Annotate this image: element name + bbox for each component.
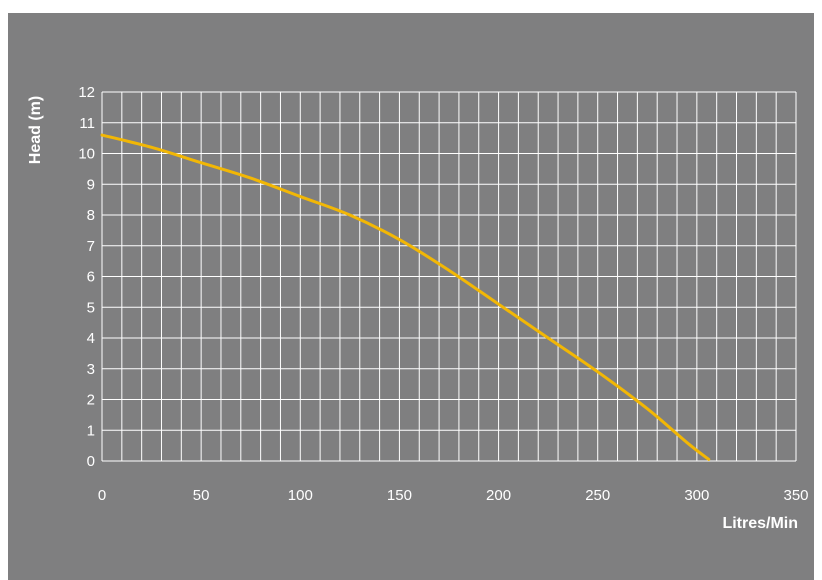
x-axis-title: Litres/Min: [722, 515, 798, 532]
y-tick-label: 5: [87, 299, 95, 316]
y-tick-label: 10: [78, 146, 95, 163]
y-tick-label: 7: [87, 238, 95, 255]
x-tick-label: 300: [684, 487, 709, 504]
y-tick-label: 4: [87, 330, 95, 347]
y-tick-label: 1: [87, 422, 95, 439]
y-tick-label: 8: [87, 207, 95, 224]
gridlines: [101, 91, 797, 462]
x-tick-label: 50: [193, 487, 210, 504]
y-tick-label: 2: [87, 392, 95, 409]
x-tick-label: 0: [98, 487, 106, 504]
y-tick-label: 0: [87, 453, 95, 470]
x-tick-labels: 0 50 100 150 200 250 300 350: [98, 487, 809, 504]
x-tick-label: 150: [387, 487, 412, 504]
y-tick-label: 3: [87, 361, 95, 378]
y-tick-label: 12: [78, 84, 95, 101]
pump-curve-line: [100, 133, 711, 461]
x-tick-label: 100: [288, 487, 313, 504]
chart-background: [8, 13, 814, 580]
curve-layer: [100, 133, 711, 461]
y-tick-label: 11: [79, 115, 95, 132]
y-tick-label: 9: [87, 176, 95, 193]
x-tick-label: 250: [585, 487, 610, 504]
y-axis-title: Head (m): [27, 96, 44, 164]
x-tick-label: 200: [486, 487, 511, 504]
y-tick-label: 6: [87, 269, 95, 286]
x-tick-label: 350: [783, 487, 808, 504]
